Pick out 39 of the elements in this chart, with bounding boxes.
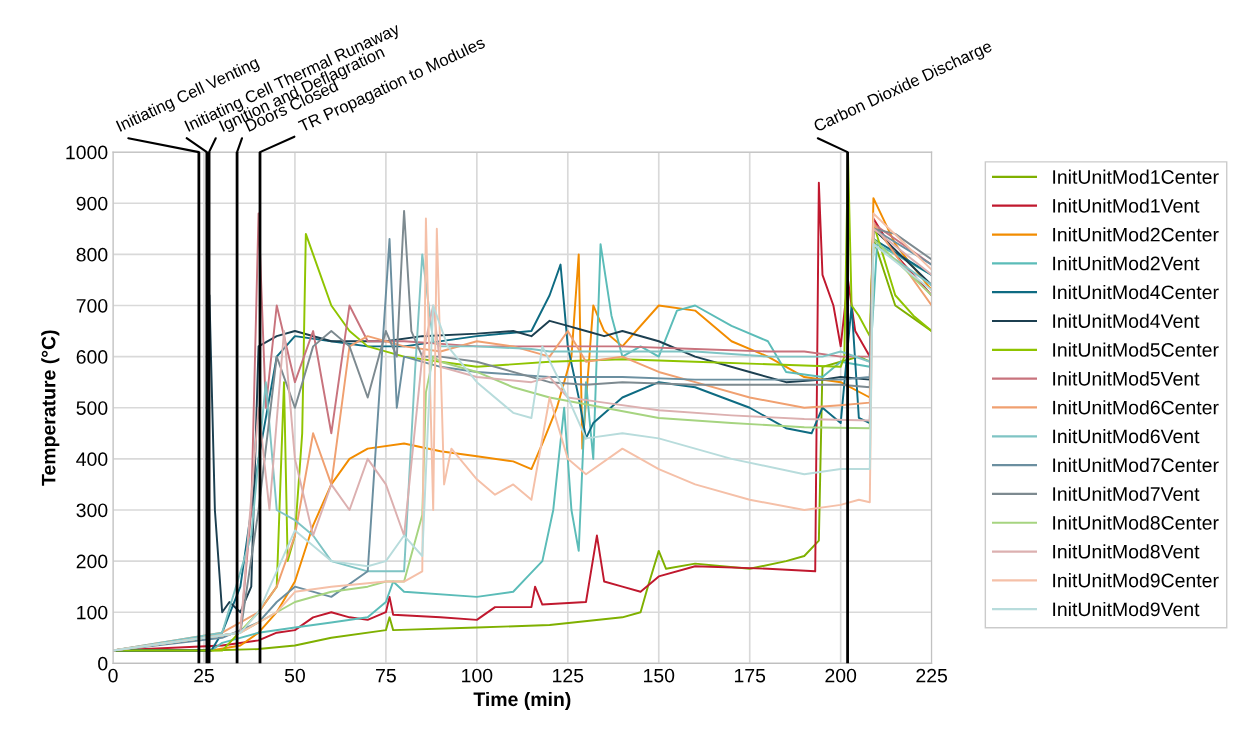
legend-label: InitUnitMod7Center	[1053, 457, 1219, 473]
y-tick-label: 700	[76, 298, 108, 313]
x-tick-label: 0	[108, 668, 118, 683]
y-tick-label: 1000	[66, 145, 108, 160]
legend-label: InitUnitMod2Vent	[1053, 256, 1200, 271]
x-axis-title: Time (min)	[473, 691, 571, 711]
legend-label: InitUnitMod2Center	[1053, 227, 1219, 242]
legend-label: InitUnitMod7Vent	[1053, 486, 1200, 501]
x-tick-label: 25	[194, 668, 214, 683]
x-tick-label: 125	[553, 668, 584, 683]
y-tick-label: 900	[76, 196, 108, 211]
legend-label: InitUnitMod9Center	[1053, 573, 1219, 588]
legend-label: InitUnitMod1Vent	[1053, 198, 1200, 213]
legend-label: InitUnitMod6Center	[1053, 400, 1219, 415]
x-tick-label: 200	[825, 668, 857, 683]
legend-label: InitUnitMod6Vent	[1053, 428, 1200, 444]
x-tick-label: 75	[376, 668, 396, 683]
y-tick-label: 0	[98, 656, 108, 671]
x-tick-label: 50	[284, 668, 305, 683]
y-tick-label: 600	[76, 350, 108, 364]
y-tick-label: 300	[76, 503, 108, 518]
y-tick-label: 800	[76, 247, 108, 262]
legend-label: InitUnitMod4Center	[1053, 284, 1219, 300]
y-tick-label: 200	[76, 554, 108, 569]
legend-label: InitUnitMod1Center	[1053, 169, 1219, 184]
legend-label: InitUnitMod8Vent	[1053, 544, 1200, 559]
legend-label: InitUnitMod4Vent	[1053, 313, 1200, 328]
y-axis-title: Temperature (°C)	[41, 330, 60, 486]
x-tick-label: 100	[462, 668, 493, 683]
x-tick-label: 225	[916, 668, 948, 683]
x-tick-label: 175	[734, 668, 766, 683]
y-tick-label: 400	[76, 452, 108, 467]
legend-label: InitUnitMod5Vent	[1053, 371, 1200, 386]
y-tick-label: 100	[77, 605, 108, 620]
legend-label: InitUnitMod8Center	[1053, 515, 1219, 530]
y-tick-label: 500	[76, 401, 108, 415]
x-tick-label: 150	[644, 668, 675, 683]
legend-label: InitUnitMod9Vent	[1053, 601, 1200, 617]
legend-label: InitUnitMod5Center	[1053, 342, 1219, 357]
